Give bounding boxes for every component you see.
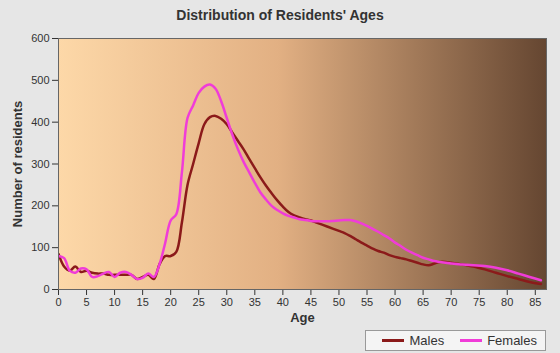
svg-text:25: 25 [193, 296, 205, 308]
svg-text:Age: Age [290, 310, 315, 325]
html-text:Distribution of Residents' Age: Distribution of Residents' Ages [176, 7, 384, 23]
svg-text:65: 65 [417, 296, 429, 308]
svg-text:40: 40 [277, 296, 289, 308]
svg-text:55: 55 [361, 296, 373, 308]
svg-text:70: 70 [445, 296, 457, 308]
svg-text:Number of residents: Number of residents [10, 101, 25, 227]
svg-text:30: 30 [221, 296, 233, 308]
svg-text:5: 5 [83, 296, 89, 308]
svg-text:10: 10 [108, 296, 120, 308]
svg-text:80: 80 [501, 296, 513, 308]
svg-text:0: 0 [43, 283, 49, 295]
svg-text:85: 85 [529, 296, 541, 308]
svg-text:400: 400 [31, 116, 49, 128]
svg-text:0: 0 [55, 296, 61, 308]
svg-text:100: 100 [31, 241, 49, 253]
html-text:Males: Males [409, 332, 445, 348]
svg-text:35: 35 [249, 296, 261, 308]
svg-text:50: 50 [333, 296, 345, 308]
svg-text:300: 300 [31, 158, 49, 170]
svg-text:20: 20 [165, 296, 177, 308]
svg-text:200: 200 [31, 199, 49, 211]
svg-text:15: 15 [137, 296, 149, 308]
svg-text:60: 60 [389, 296, 401, 308]
svg-text:45: 45 [305, 296, 317, 308]
html-text:Females: Females [487, 332, 537, 348]
svg-text:75: 75 [473, 296, 485, 308]
svg-text:600: 600 [31, 32, 49, 44]
svg-text:500: 500 [31, 74, 49, 86]
